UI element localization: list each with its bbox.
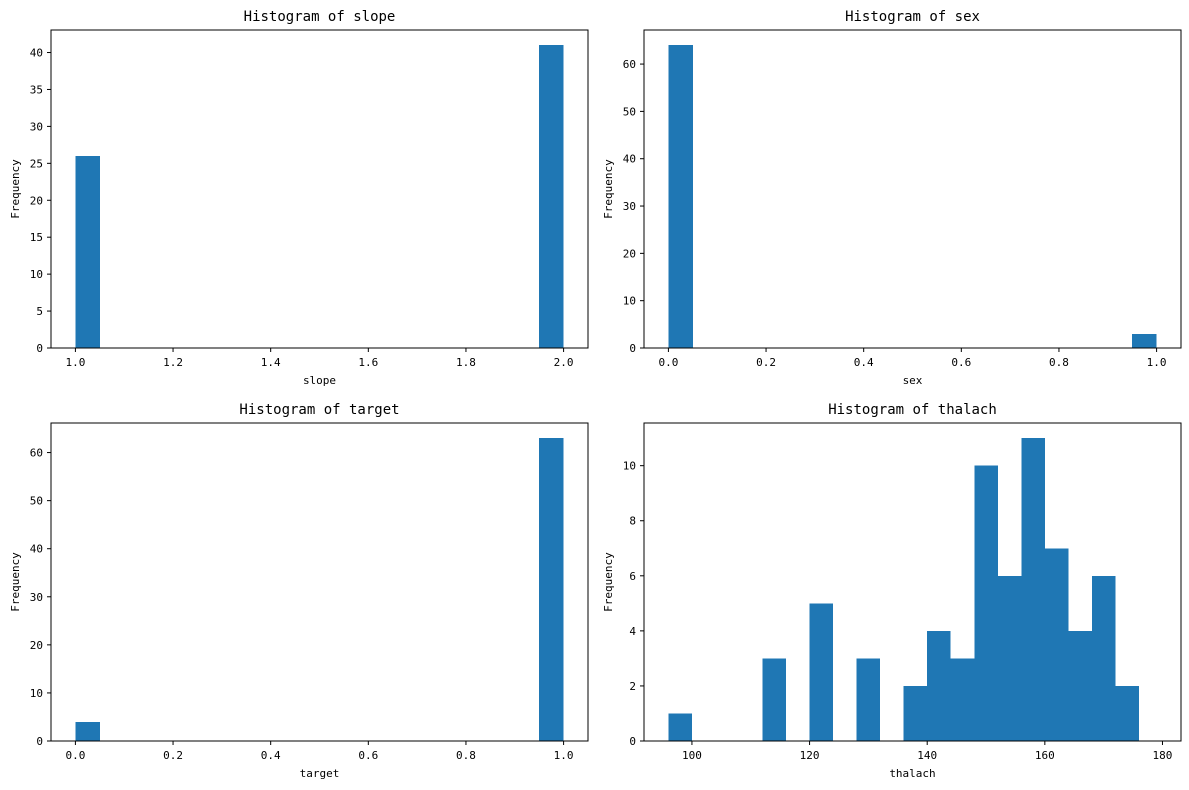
chart-title: Histogram of slope bbox=[244, 9, 396, 25]
chart-panel-sex: 0.0 0.2 0.4 0.6 0.8 1.0 0 10 20 30 40 50 60 Histogram… bbox=[602, 9, 1182, 387]
x-axis-label: target bbox=[300, 767, 340, 780]
y-tick-label: 35 bbox=[30, 83, 43, 96]
x-tick-label: 0.4 bbox=[854, 356, 874, 369]
x-tick-label: 0.2 bbox=[163, 749, 183, 762]
y-tick-label: 10 bbox=[623, 460, 636, 473]
x-tick-label: 1.0 bbox=[65, 356, 85, 369]
x-tick-label: 0.4 bbox=[261, 749, 281, 762]
y-tick-label: 10 bbox=[623, 295, 636, 308]
y-tick-label: 50 bbox=[623, 105, 636, 118]
y-tick-label: 40 bbox=[30, 47, 43, 60]
histogram-bar bbox=[539, 438, 564, 741]
axes-frame bbox=[643, 422, 1182, 742]
y-tick-label: 2 bbox=[629, 680, 636, 693]
histogram-bar bbox=[762, 658, 787, 741]
histogram-bar bbox=[1021, 438, 1045, 741]
y-tick-label: 0 bbox=[629, 342, 636, 355]
axes-frame bbox=[50, 29, 589, 349]
axes-frame bbox=[643, 29, 1182, 349]
histogram-bar bbox=[974, 465, 998, 741]
y-tick-label: 30 bbox=[30, 120, 43, 133]
y-tick-label: 4 bbox=[629, 625, 636, 638]
y-tick-label: 30 bbox=[623, 200, 636, 213]
y-tick-label: 6 bbox=[629, 570, 636, 583]
histogram-bar bbox=[927, 630, 951, 741]
x-tick-label: 120 bbox=[800, 749, 820, 762]
y-tick-label: 60 bbox=[30, 447, 43, 460]
x-tick-label: 0.8 bbox=[1049, 356, 1069, 369]
x-tick-label: 0.6 bbox=[358, 749, 378, 762]
y-tick-label: 0 bbox=[36, 735, 43, 748]
x-tick-label: 180 bbox=[1153, 749, 1173, 762]
histogram-bar bbox=[1115, 685, 1139, 741]
histogram-bar bbox=[809, 603, 834, 741]
x-tick-label: 1.4 bbox=[261, 356, 281, 369]
x-tick-label: 1.2 bbox=[163, 356, 183, 369]
x-tick-label: 100 bbox=[682, 749, 702, 762]
chart-panel-target: 0.0 0.2 0.4 0.6 0.8 1.0 0 10 20 30 40 50 60 Histogram… bbox=[9, 402, 589, 780]
y-axis-label: Frequency bbox=[9, 159, 22, 219]
x-tick-label: 0.0 bbox=[658, 356, 678, 369]
chart-title: Histogram of sex bbox=[845, 9, 980, 25]
chart-title: Histogram of thalach bbox=[828, 402, 997, 418]
y-axis-label: Frequency bbox=[9, 552, 22, 612]
y-tick-label: 40 bbox=[623, 153, 636, 166]
histogram-bar bbox=[1132, 333, 1157, 348]
histogram-bar bbox=[539, 45, 564, 349]
y-tick-label: 15 bbox=[30, 231, 43, 244]
y-tick-label: 20 bbox=[623, 247, 636, 260]
y-tick-label: 30 bbox=[30, 591, 43, 604]
y-tick-label: 20 bbox=[30, 194, 43, 207]
x-tick-label: 0.2 bbox=[756, 356, 776, 369]
axes-frame bbox=[50, 422, 589, 742]
x-axis-label: slope bbox=[303, 374, 336, 387]
y-tick-label: 0 bbox=[629, 735, 636, 748]
histogram-bar bbox=[997, 575, 1022, 741]
histogram-bar bbox=[903, 685, 928, 741]
x-tick-label: 1.8 bbox=[456, 356, 476, 369]
y-tick-label: 40 bbox=[30, 543, 43, 556]
y-tick-label: 0 bbox=[36, 342, 43, 355]
y-axis-label: Frequency bbox=[602, 159, 615, 219]
x-tick-label: 140 bbox=[917, 749, 937, 762]
histogram-bar bbox=[75, 155, 100, 348]
histogram-bar bbox=[950, 658, 975, 741]
y-tick-label: 10 bbox=[30, 268, 43, 281]
histogram-bar bbox=[668, 713, 692, 741]
x-tick-label: 0.0 bbox=[65, 749, 85, 762]
chart-panel-slope: 1.0 1.2 1.4 1.6 1.8 2.0 0 5 10 15 20 25 30 35 40 Histog… bbox=[9, 9, 589, 387]
x-tick-label: 2.0 bbox=[554, 356, 574, 369]
histogram-bar bbox=[1091, 575, 1116, 741]
y-axis-label: Frequency bbox=[602, 552, 615, 612]
histogram-bar bbox=[1044, 548, 1069, 741]
y-tick-label: 5 bbox=[36, 305, 43, 318]
y-tick-label: 60 bbox=[623, 58, 636, 71]
y-tick-label: 10 bbox=[30, 687, 43, 700]
y-tick-label: 25 bbox=[30, 157, 43, 170]
histogram-bar bbox=[668, 45, 693, 349]
y-tick-label: 20 bbox=[30, 639, 43, 652]
x-tick-label: 1.0 bbox=[554, 749, 574, 762]
x-tick-label: 1.6 bbox=[358, 356, 378, 369]
x-tick-label: 0.8 bbox=[456, 749, 476, 762]
chart-panel-thalach: 100 120 140 160 180 0 2 4 6 8 10 Histogram of thala… bbox=[602, 402, 1182, 780]
chart-title: Histogram of target bbox=[239, 402, 399, 418]
x-tick-label: 160 bbox=[1035, 749, 1055, 762]
y-tick-label: 8 bbox=[629, 515, 636, 528]
x-tick-label: 1.0 bbox=[1147, 356, 1167, 369]
histogram-bar bbox=[1068, 630, 1092, 741]
y-tick-label: 50 bbox=[30, 495, 43, 508]
x-axis-label: thalach bbox=[889, 767, 935, 780]
histogram-bar bbox=[75, 721, 100, 741]
x-tick-label: 0.6 bbox=[951, 356, 971, 369]
x-axis-label: sex bbox=[903, 374, 923, 387]
histogram-bar bbox=[856, 658, 881, 741]
